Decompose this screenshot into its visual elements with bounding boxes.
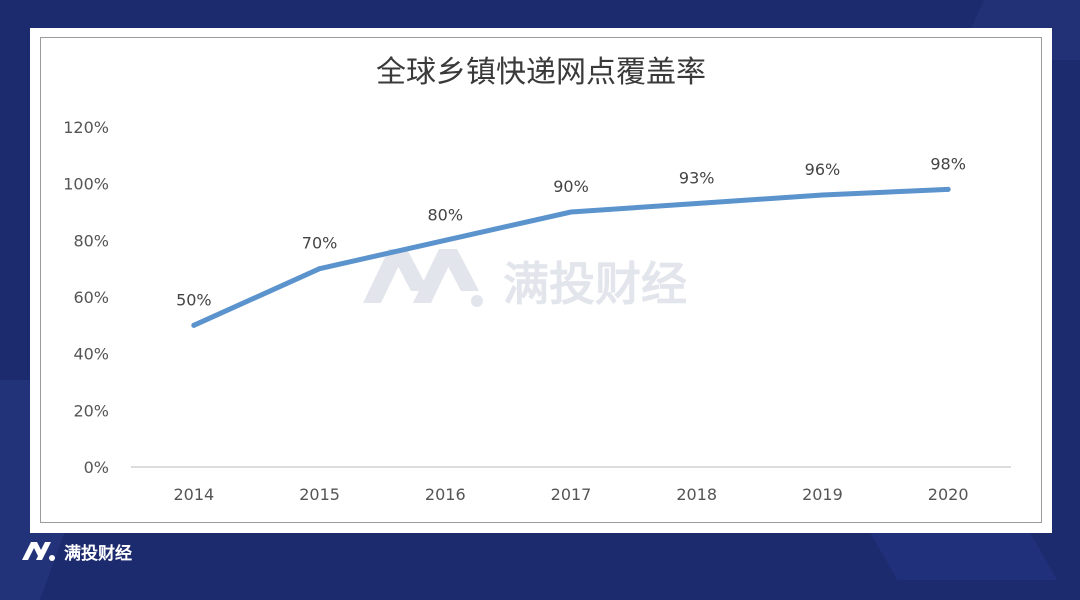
y-tick-label: 0% — [84, 458, 109, 477]
x-axis: 2014 2015 2016 2017 2018 2019 2020 — [131, 466, 1011, 504]
y-tick-label: 60% — [73, 288, 109, 307]
x-tick-label: 2014 — [173, 485, 214, 504]
x-tick-label: 2016 — [425, 485, 466, 504]
data-point — [442, 237, 448, 243]
data-point — [568, 209, 574, 215]
watermark-text: 满投财经 — [503, 257, 687, 311]
data-label: 96% — [805, 160, 841, 179]
data-point — [945, 186, 951, 192]
watermark: 满投财经 — [363, 249, 687, 311]
y-tick-label: 20% — [73, 401, 109, 420]
data-point — [317, 266, 323, 272]
chart-title: 全球乡镇快递网点覆盖率 — [376, 55, 706, 90]
data-point — [191, 322, 197, 328]
y-tick-label: 80% — [73, 231, 109, 250]
brand-logo-icon — [22, 542, 55, 561]
x-tick-label: 2018 — [676, 485, 717, 504]
x-tick-label: 2020 — [928, 485, 969, 504]
y-tick-label: 100% — [63, 175, 109, 194]
data-label: 93% — [679, 169, 715, 188]
data-label: 70% — [302, 234, 338, 253]
series-line — [191, 186, 951, 328]
data-point — [694, 201, 700, 206]
data-label: 90% — [553, 177, 589, 196]
data-point — [819, 192, 825, 198]
y-tick-label: 40% — [73, 345, 109, 364]
x-tick-label: 2017 — [551, 485, 592, 504]
brand-name: 满投财经 — [64, 543, 132, 564]
footer-brand: 满投财经 — [22, 537, 132, 565]
chart-card: 全球乡镇快递网点覆盖率 满投财经 0% 20% 40% 60% 80% 100% 120% … — [30, 28, 1052, 533]
x-tick-label: 2015 — [299, 485, 340, 504]
y-axis: 0% 20% 40% 60% 80% 100% 120% — [63, 118, 109, 477]
data-label: 98% — [930, 154, 966, 173]
data-labels: 50% 70% 80% 90% 93% 96% 98% — [176, 154, 966, 309]
data-label: 80% — [428, 205, 464, 224]
line-chart: 全球乡镇快递网点覆盖率 满投财经 0%20%40%60%80%100%120% … — [63, 55, 1011, 504]
y-tick-label: 120% — [63, 118, 109, 137]
data-label: 50% — [176, 290, 212, 309]
x-tick-label: 2019 — [802, 485, 843, 504]
chart-frame: 全球乡镇快递网点覆盖率 满投财经 0% 20% 40% 60% 80% 100% 120% … — [40, 37, 1042, 523]
brand-logo-icon — [363, 249, 483, 307]
